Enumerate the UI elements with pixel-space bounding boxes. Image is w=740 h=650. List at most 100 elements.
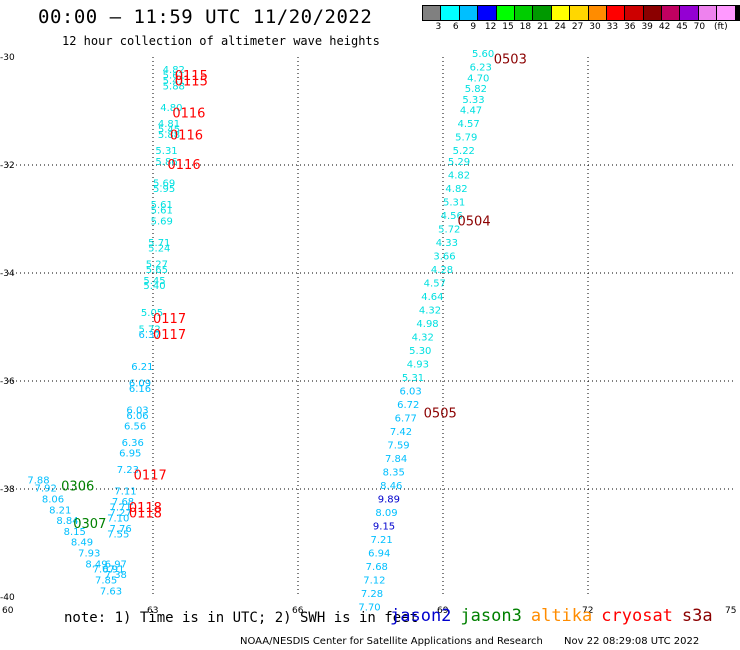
wave-height-label: 7.93 xyxy=(78,549,100,560)
wave-height-label: 4.28 xyxy=(431,265,453,276)
wave-height-label: 4.56 xyxy=(441,211,463,222)
wave-height-label: 7.07 xyxy=(93,565,115,576)
pass-number-label: 0115 xyxy=(175,74,208,89)
wave-height-label: 5.69 xyxy=(153,179,175,190)
x-tick-label: 75 xyxy=(725,606,736,616)
wave-height-label: 8.35 xyxy=(383,468,405,479)
wave-height-label: 6.36 xyxy=(122,438,144,449)
pass-number-label: 0116 xyxy=(168,158,201,173)
pass-number-label: 0117 xyxy=(153,312,186,327)
pass-number-label: 0115 xyxy=(175,69,208,84)
wave-height-label: 9.89 xyxy=(378,495,400,506)
x-tick-label: 60 xyxy=(2,606,14,616)
wave-height-label: 5.61 xyxy=(151,200,173,211)
colorbar-label: 33 xyxy=(606,22,619,32)
wave-height-label: 7.63 xyxy=(100,586,122,597)
y-tick-label: -38 xyxy=(0,485,15,495)
pass-number-label: 0307 xyxy=(73,517,106,532)
colorbar-label: 70 xyxy=(693,22,706,32)
wave-height-label: 8.09 xyxy=(375,508,397,519)
wave-height-label: 7.70 xyxy=(358,603,380,614)
pass-number-label: 0116 xyxy=(172,107,205,122)
wave-height-label: 5.45 xyxy=(143,276,165,287)
x-tick-label: 63 xyxy=(147,606,158,616)
wave-height-label: 4.47 xyxy=(460,106,482,117)
satellite-legend: jason2 jason3 altika cryosat s3a xyxy=(390,606,722,626)
wave-height-label: 5.30 xyxy=(409,346,431,357)
wave-height-label: 4.33 xyxy=(436,238,458,249)
colorbar xyxy=(422,5,740,21)
pass-labels: 0115011501160116011601170117011701180118… xyxy=(61,53,527,532)
wave-height-label: 5.45 xyxy=(158,125,180,136)
chart-subtitle: 12 hour collection of altimeter wave hei… xyxy=(62,34,380,48)
colorbar-label: 39 xyxy=(641,22,653,32)
y-tick-label: -34 xyxy=(0,269,15,279)
colorbar-label: 9 xyxy=(470,22,477,32)
legend-jason3: jason3 xyxy=(460,606,522,626)
colorbar-label: 27 xyxy=(571,22,584,32)
wave-height-label: 6.95 xyxy=(119,449,141,460)
colorbar-label: 6 xyxy=(452,22,459,32)
colorbar-label: (ft) xyxy=(714,22,728,32)
colorbar-label: 30 xyxy=(589,22,601,32)
wave-height-label: 4.57 xyxy=(458,119,480,130)
wave-height-label: 6.91 xyxy=(102,565,124,576)
wave-height-label: 7.21 xyxy=(371,535,393,546)
wave-height-label: 6.56 xyxy=(124,422,146,433)
wave-height-label: 5.31 xyxy=(402,373,424,384)
wave-height-label: 7.92 xyxy=(35,484,57,495)
wave-height-label: 6.09 xyxy=(129,378,151,389)
wave-height-label: 5.72 xyxy=(438,225,460,236)
y-tick-label: -40 xyxy=(0,593,15,603)
colorbar-label: 36 xyxy=(624,22,636,32)
pass-number-label: 0306 xyxy=(61,479,94,494)
wave-height-label: 7.68 xyxy=(112,497,134,508)
wave-height-label: 5.60 xyxy=(472,49,494,60)
pass-number-label: 0117 xyxy=(153,328,186,343)
wave-height-label: 7.85 xyxy=(95,576,117,587)
wave-height-label: 6.03 xyxy=(126,405,148,416)
wave-height-label: 4.82 xyxy=(445,184,467,195)
pass-number-label: 0118 xyxy=(129,506,162,521)
wave-height-label: 7.23 xyxy=(117,465,139,476)
wave-height-label: 5.31 xyxy=(155,146,177,157)
wave-height-label: 5.72 xyxy=(139,324,161,335)
wave-height-label: 4.98 xyxy=(416,319,438,330)
x-tick-label: 66 xyxy=(292,606,304,616)
wave-height-label: 8.15 xyxy=(64,527,86,538)
wave-height-label: 5.69 xyxy=(151,216,173,227)
wave-height-label: 8.84 xyxy=(56,516,78,527)
wave-height-label: 7.76 xyxy=(110,524,132,535)
colorbar-label: 12 xyxy=(484,22,497,32)
wave-height-label: 7.10 xyxy=(107,513,129,524)
wave-height-label: 5.61 xyxy=(151,206,173,217)
wave-height-label: 9.15 xyxy=(373,522,395,533)
wave-height-label: 5.41 xyxy=(163,76,185,87)
wave-height-label: 5.71 xyxy=(148,238,170,249)
wave-height-label: 6.23 xyxy=(470,63,492,74)
wave-height-label: 4.32 xyxy=(412,333,434,344)
wave-height-label: 5.05 xyxy=(141,308,163,319)
wave-height-label: 5.95 xyxy=(153,184,175,195)
pass-number-label: 0504 xyxy=(458,215,491,230)
wave-height-label: 5.29 xyxy=(448,157,470,168)
wave-height-label: 7.68 xyxy=(366,562,388,573)
pass-number-label: 0505 xyxy=(424,406,457,421)
wave-height-points: 4.825.615.415.884.804.815.455.885.315.86… xyxy=(27,49,494,614)
wave-height-label: 7.42 xyxy=(390,427,412,438)
x-tick-label: 69 xyxy=(437,606,449,616)
wave-height-label: 5.22 xyxy=(453,146,475,157)
wave-height-label: 7.11 xyxy=(114,486,136,497)
wave-height-label: 4.80 xyxy=(160,103,182,114)
wave-height-label: 7.84 xyxy=(385,454,407,465)
wave-height-label: 4.81 xyxy=(158,119,180,130)
wave-height-label: 5.65 xyxy=(146,265,168,276)
wave-height-label: 8.46 xyxy=(380,481,402,492)
colorbar-label: 18 xyxy=(519,22,532,32)
colorbar-swatch xyxy=(734,5,740,21)
wave-height-label: 6.21 xyxy=(131,362,153,373)
units-note: note: 1) Time is in UTC; 2) SWH is in fe… xyxy=(64,610,419,626)
wave-height-label: 4.64 xyxy=(421,292,443,303)
y-tick-label: -36 xyxy=(0,377,15,387)
